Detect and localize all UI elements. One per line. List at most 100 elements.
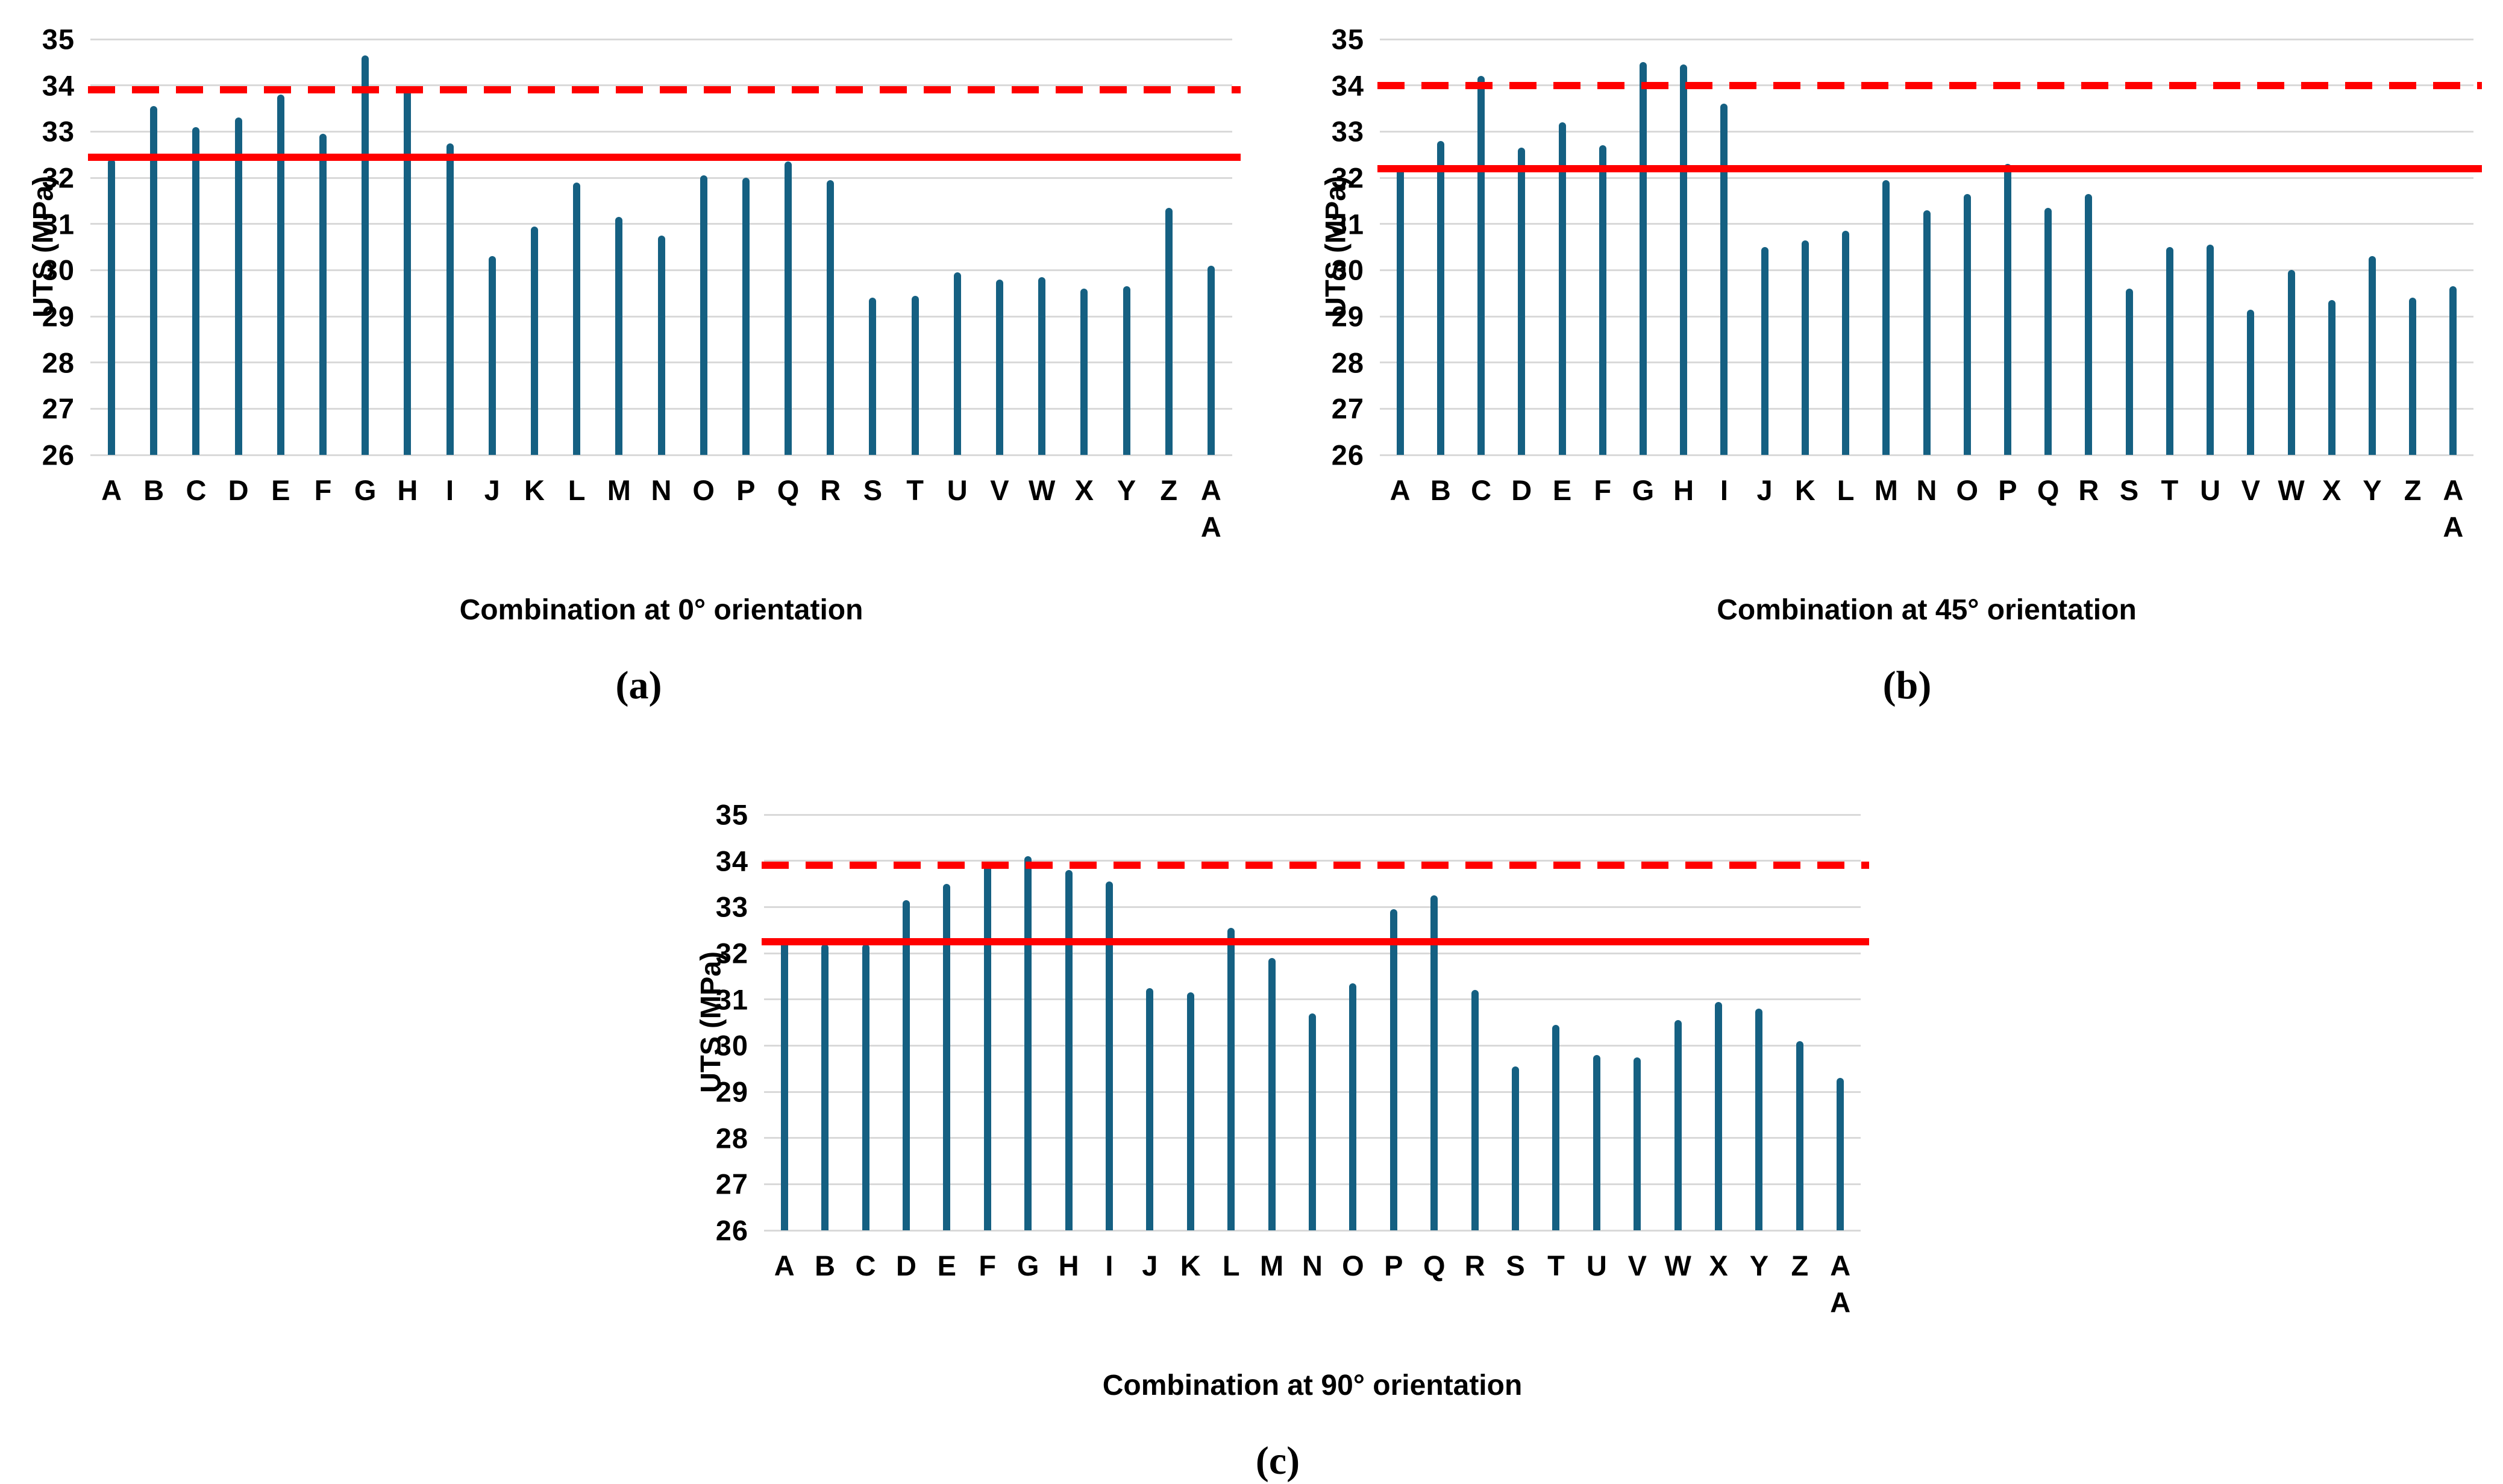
- x-label-W: W: [1664, 1250, 1691, 1282]
- bar-G: [362, 55, 369, 455]
- x-label-P: P: [1384, 1250, 1403, 1282]
- bar-D: [234, 117, 242, 455]
- x-label-AA: A A: [2443, 474, 2464, 543]
- bar-C: [862, 944, 869, 1230]
- bar-AA: [2449, 286, 2457, 455]
- x-label-R: R: [2078, 474, 2099, 506]
- bar-S: [2125, 289, 2133, 455]
- plot-area: 26 27 28 29 30 31 32 33 34 35 A B C D E F G H I J K L M N O P Q R S T…: [716, 799, 1869, 1318]
- x-label-H: H: [1058, 1250, 1079, 1282]
- dashed-reference-line: [762, 862, 1869, 869]
- gridline-32: [764, 952, 1861, 954]
- bar-Z: [1165, 207, 1173, 455]
- dashed-reference-line: [1377, 81, 2482, 89]
- gridline-33: [90, 130, 1232, 133]
- bar-N: [657, 235, 665, 455]
- x-label-V: V: [990, 474, 1009, 506]
- bar-A: [1396, 166, 1404, 455]
- x-label-I: I: [446, 474, 454, 506]
- x-label-B: B: [1430, 474, 1451, 506]
- bar-W: [1038, 277, 1046, 455]
- y-tick-35: 35: [715, 798, 748, 831]
- x-label-C: C: [1471, 474, 1492, 506]
- gridline-31: [90, 223, 1232, 225]
- y-tick-28: 28: [715, 1122, 748, 1154]
- bar-X: [1080, 289, 1088, 455]
- y-tick-30: 30: [715, 1029, 748, 1062]
- bar-L: [1842, 231, 1850, 455]
- x-label-M: M: [1260, 1250, 1284, 1282]
- y-tick-33: 33: [1331, 115, 1364, 148]
- gridline-35: [90, 38, 1232, 40]
- x-label-J: J: [484, 474, 500, 506]
- bar-M: [615, 217, 623, 455]
- x-label-A: A: [1389, 474, 1411, 506]
- y-tick-35: 35: [1331, 23, 1364, 55]
- x-label-K: K: [1180, 1250, 1201, 1282]
- bar-I: [1105, 881, 1113, 1230]
- x-label-S: S: [2119, 474, 2139, 506]
- x-label-P: P: [1998, 474, 2017, 506]
- x-label-L: L: [568, 474, 586, 506]
- x-label-T: T: [1547, 1250, 1565, 1282]
- x-label-B: B: [143, 474, 164, 506]
- gridline-26: [90, 454, 1232, 456]
- x-label-C: C: [855, 1250, 876, 1282]
- bar-AA: [1837, 1078, 1844, 1230]
- x-label-Q: Q: [2037, 474, 2060, 506]
- x-label-J: J: [1756, 474, 1773, 506]
- y-tick-34: 34: [42, 69, 75, 102]
- bar-U: [953, 272, 961, 455]
- bar-H: [404, 87, 412, 455]
- x-label-H: H: [1673, 474, 1694, 506]
- x-label-V: V: [1627, 1250, 1647, 1282]
- bar-W: [2287, 270, 2295, 455]
- bar-A: [108, 159, 116, 455]
- gridline-26: [1380, 454, 2473, 456]
- y-tick-32: 32: [715, 937, 748, 969]
- gridline-34: [764, 860, 1861, 862]
- x-label-D: D: [228, 474, 249, 506]
- bar-L: [1227, 927, 1235, 1230]
- bar-S: [1512, 1066, 1520, 1230]
- bar-O: [1349, 983, 1357, 1230]
- y-tick-30: 30: [1331, 254, 1364, 286]
- bar-R: [1471, 990, 1479, 1230]
- y-tick-33: 33: [715, 891, 748, 923]
- x-label-V: V: [2241, 474, 2260, 506]
- y-tick-33: 33: [42, 115, 75, 148]
- bar-T: [1552, 1024, 1560, 1230]
- y-tick-28: 28: [42, 346, 75, 379]
- y-tick-29: 29: [42, 300, 75, 333]
- bar-Y: [1755, 1009, 1763, 1230]
- x-label-E: E: [271, 474, 290, 506]
- x-label-F: F: [979, 1250, 997, 1282]
- bar-E: [277, 95, 284, 455]
- x-label-X: X: [1074, 474, 1094, 506]
- gridline-26: [764, 1229, 1861, 1232]
- bar-H: [1065, 870, 1073, 1230]
- x-label-S: S: [1506, 1250, 1525, 1282]
- bar-K: [1801, 240, 1809, 455]
- bar-D: [902, 900, 910, 1230]
- subfigure-caption: (a): [615, 663, 662, 707]
- bar-I: [446, 143, 454, 455]
- bar-E: [1558, 122, 1566, 455]
- x-label-Y: Y: [1117, 474, 1136, 506]
- x-label-U: U: [947, 474, 968, 506]
- x-label-Y: Y: [2363, 474, 2382, 506]
- x-label-C: C: [186, 474, 207, 506]
- x-label-N: N: [651, 474, 672, 506]
- bar-Q: [2044, 207, 2052, 455]
- x-label-Z: Z: [2404, 474, 2422, 506]
- bar-V: [2247, 309, 2255, 455]
- x-label-J: J: [1142, 1250, 1158, 1282]
- y-tick-34: 34: [715, 845, 748, 877]
- y-tick-27: 27: [1331, 392, 1364, 425]
- solid-reference-line: [762, 938, 1869, 945]
- y-tick-29: 29: [1331, 300, 1364, 333]
- bar-R: [827, 180, 835, 455]
- bar-O: [1963, 193, 1971, 455]
- x-label-Z: Z: [1160, 474, 1178, 506]
- solid-reference-line: [88, 153, 1241, 161]
